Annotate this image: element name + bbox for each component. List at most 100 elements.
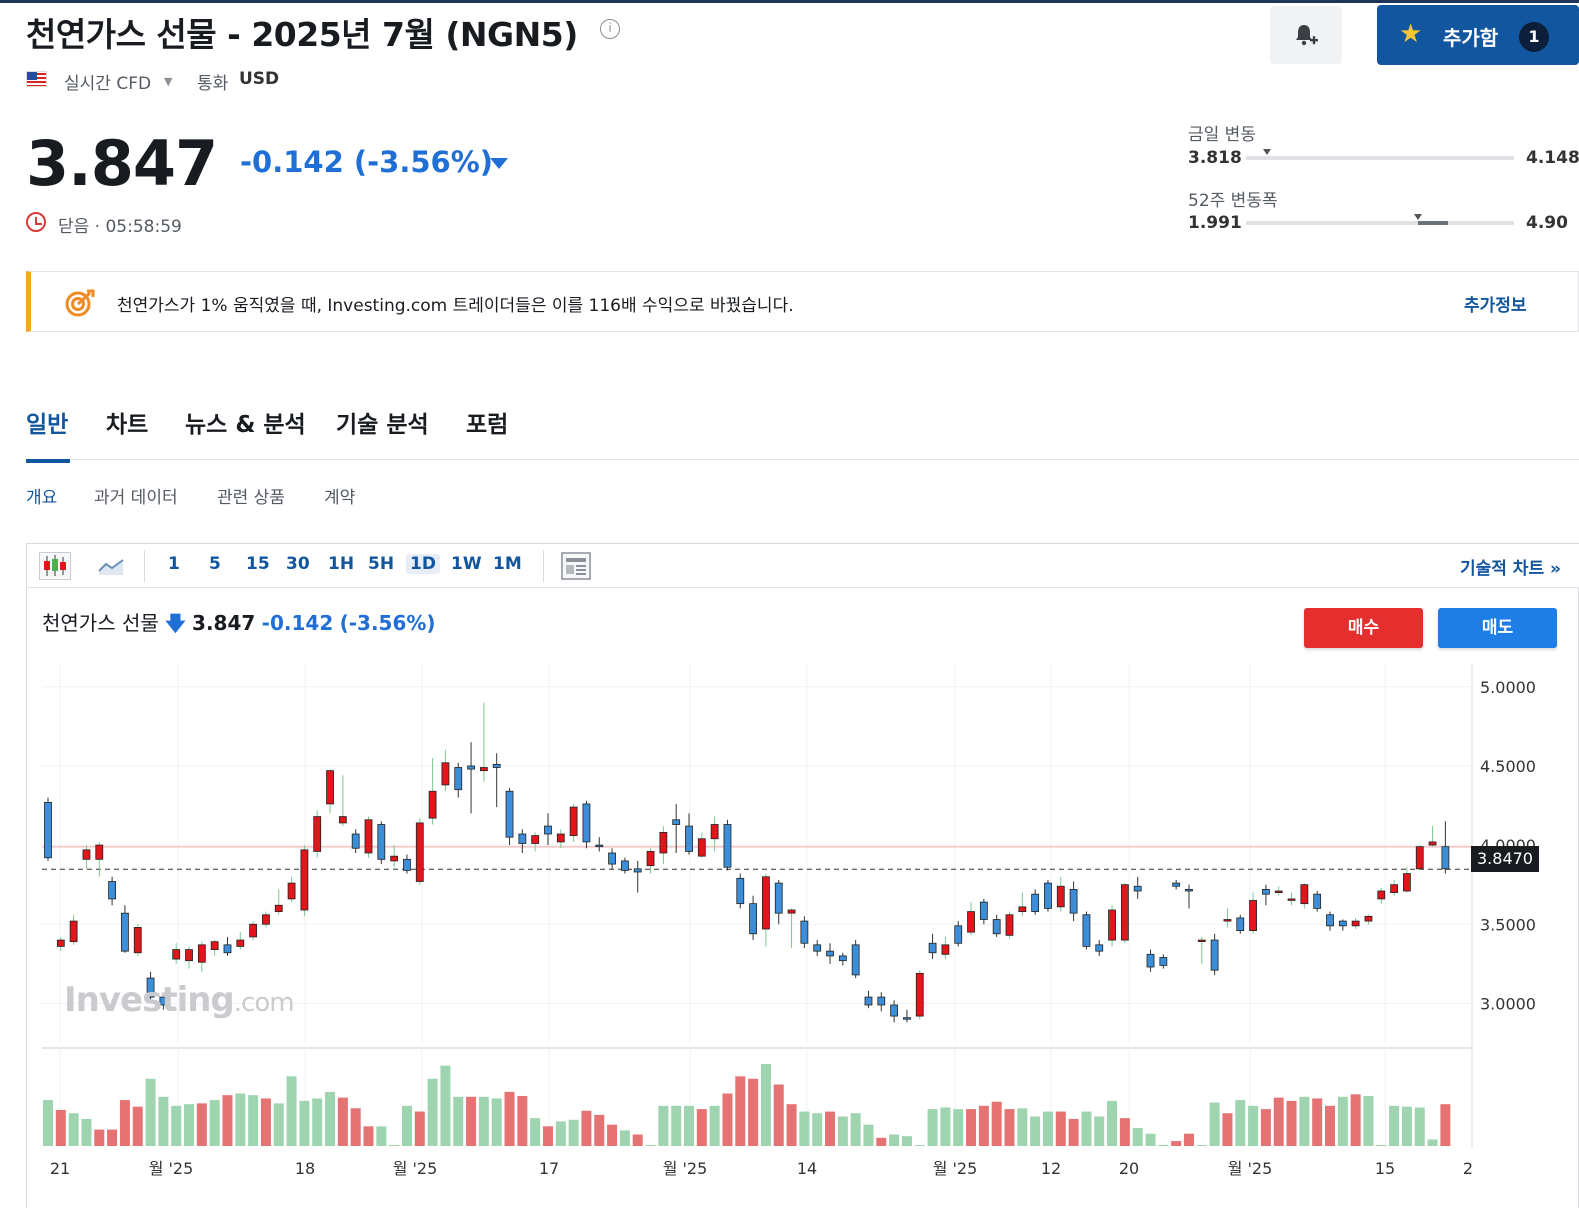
realtime-cfd-dropdown[interactable]: 실시간 CFD [64, 74, 152, 94]
candle-body [287, 882, 296, 900]
watchlist-added-label: 추가함 [1443, 26, 1499, 50]
candle-body [608, 852, 616, 865]
volume-bar [696, 1109, 707, 1146]
tab-news-analysis[interactable]: 뉴스 & 분석 [185, 412, 306, 438]
subtab-contracts[interactable]: 계약 [324, 488, 356, 508]
candle-body [1146, 953, 1155, 968]
interval-5h[interactable]: 5H [368, 554, 395, 574]
volume-bar [286, 1076, 297, 1146]
candle-body [1390, 884, 1398, 893]
candle-body [249, 923, 258, 938]
down-arrow-icon [490, 158, 508, 169]
candle-body [377, 824, 386, 860]
x-tick-label: 월 '25 [393, 1159, 438, 1178]
candle-body [556, 833, 565, 843]
candle-body [236, 939, 245, 947]
volume-bar [184, 1104, 195, 1146]
volume-bar [722, 1093, 733, 1146]
candle-body [787, 909, 796, 914]
interval-1w[interactable]: 1W [451, 554, 482, 574]
volume-bar [966, 1109, 977, 1146]
volume-bar [619, 1130, 630, 1146]
volume-bar [389, 1145, 400, 1146]
interval-1m[interactable]: 1M [493, 554, 522, 574]
candlestick-type-icon[interactable] [39, 552, 71, 580]
candle-body [1300, 884, 1309, 905]
volume-bar [1401, 1106, 1412, 1146]
volume-bar [748, 1078, 759, 1146]
sell-button[interactable]: 매도 [1438, 608, 1557, 648]
subtab-history[interactable]: 과거 데이터 [94, 488, 178, 508]
x-tick-label: 월 '25 [663, 1159, 708, 1178]
layout-icon[interactable] [561, 552, 591, 580]
candle-body [1287, 898, 1296, 901]
candle-body [954, 925, 963, 944]
volume-bar [222, 1095, 233, 1146]
buy-button[interactable]: 매수 [1304, 608, 1423, 648]
candle-body [1338, 920, 1347, 927]
tab-chart[interactable]: 차트 [106, 412, 149, 438]
volume-bar [1119, 1118, 1130, 1146]
candle-body [723, 824, 732, 868]
interval-1h[interactable]: 1H [328, 554, 355, 574]
candle-body [1351, 920, 1360, 927]
target-icon [65, 289, 95, 317]
volume-bar [607, 1124, 618, 1146]
volume-bar [940, 1107, 951, 1146]
volume-bar [863, 1124, 874, 1146]
toolbar-separator [144, 550, 145, 582]
tab-forum[interactable]: 포럼 [466, 412, 509, 438]
volume-bar [478, 1096, 489, 1146]
candle-body [1095, 944, 1104, 952]
volume-bar [709, 1105, 720, 1146]
volume-bar [581, 1110, 592, 1146]
candle-body [1172, 882, 1181, 887]
volume-bar [1158, 1145, 1169, 1146]
volume-bar [325, 1091, 336, 1146]
volume-bar [1248, 1105, 1259, 1146]
add-alert-button[interactable] [1270, 6, 1342, 64]
more-info-link[interactable]: 추가정보 [1464, 296, 1527, 316]
interval-30[interactable]: 30 [286, 554, 310, 574]
interval-5[interactable]: 5 [209, 554, 221, 574]
interval-1[interactable]: 1 [168, 554, 180, 574]
interval-1d[interactable]: 1D [406, 554, 440, 574]
volume-bar [632, 1134, 643, 1146]
candle-body [800, 920, 809, 944]
investing-watermark: Investing.com [64, 980, 295, 1020]
volume-bar [273, 1103, 284, 1146]
candle-body [518, 833, 527, 844]
volume-bar [1260, 1109, 1271, 1146]
price-change: -0.142 (-3.56%) [240, 145, 493, 179]
candle-body [210, 941, 219, 950]
tab-technical[interactable]: 기술 분석 [336, 412, 429, 438]
candle-body [1364, 915, 1373, 922]
candle-body [749, 903, 757, 935]
subtab-related[interactable]: 관련 상품 [217, 488, 285, 508]
subtab-overview[interactable]: 개요 [26, 488, 58, 508]
technical-chart-link[interactable]: 기술적 차트 » [1459, 559, 1561, 579]
volume-bar [1055, 1111, 1066, 1146]
watchlist-added-button[interactable]: ★ 추가함 1 [1377, 5, 1579, 65]
candle-body [659, 832, 668, 854]
volume-bar [1235, 1100, 1246, 1146]
candle-body [736, 877, 745, 905]
candle-body [505, 790, 514, 838]
day-range-low: 3.818 [1188, 148, 1242, 168]
volume-bar [1004, 1109, 1015, 1146]
tab-general[interactable]: 일반 [26, 412, 69, 438]
area-chart-icon[interactable] [97, 555, 125, 577]
info-icon[interactable]: i [600, 19, 620, 39]
chevron-down-icon[interactable]: ▼ [164, 75, 173, 88]
interval-15[interactable]: 15 [246, 554, 270, 574]
candle-body [197, 944, 206, 963]
y-tick-label: 3.0000 [1480, 994, 1536, 1013]
tabs-divider [26, 459, 1579, 460]
candle-body [1223, 919, 1232, 922]
y-tick-label: 4.5000 [1480, 757, 1536, 776]
candle-body [890, 1004, 899, 1017]
candle-body [133, 927, 142, 954]
candle-body [813, 944, 822, 952]
candle-body [1249, 900, 1257, 931]
